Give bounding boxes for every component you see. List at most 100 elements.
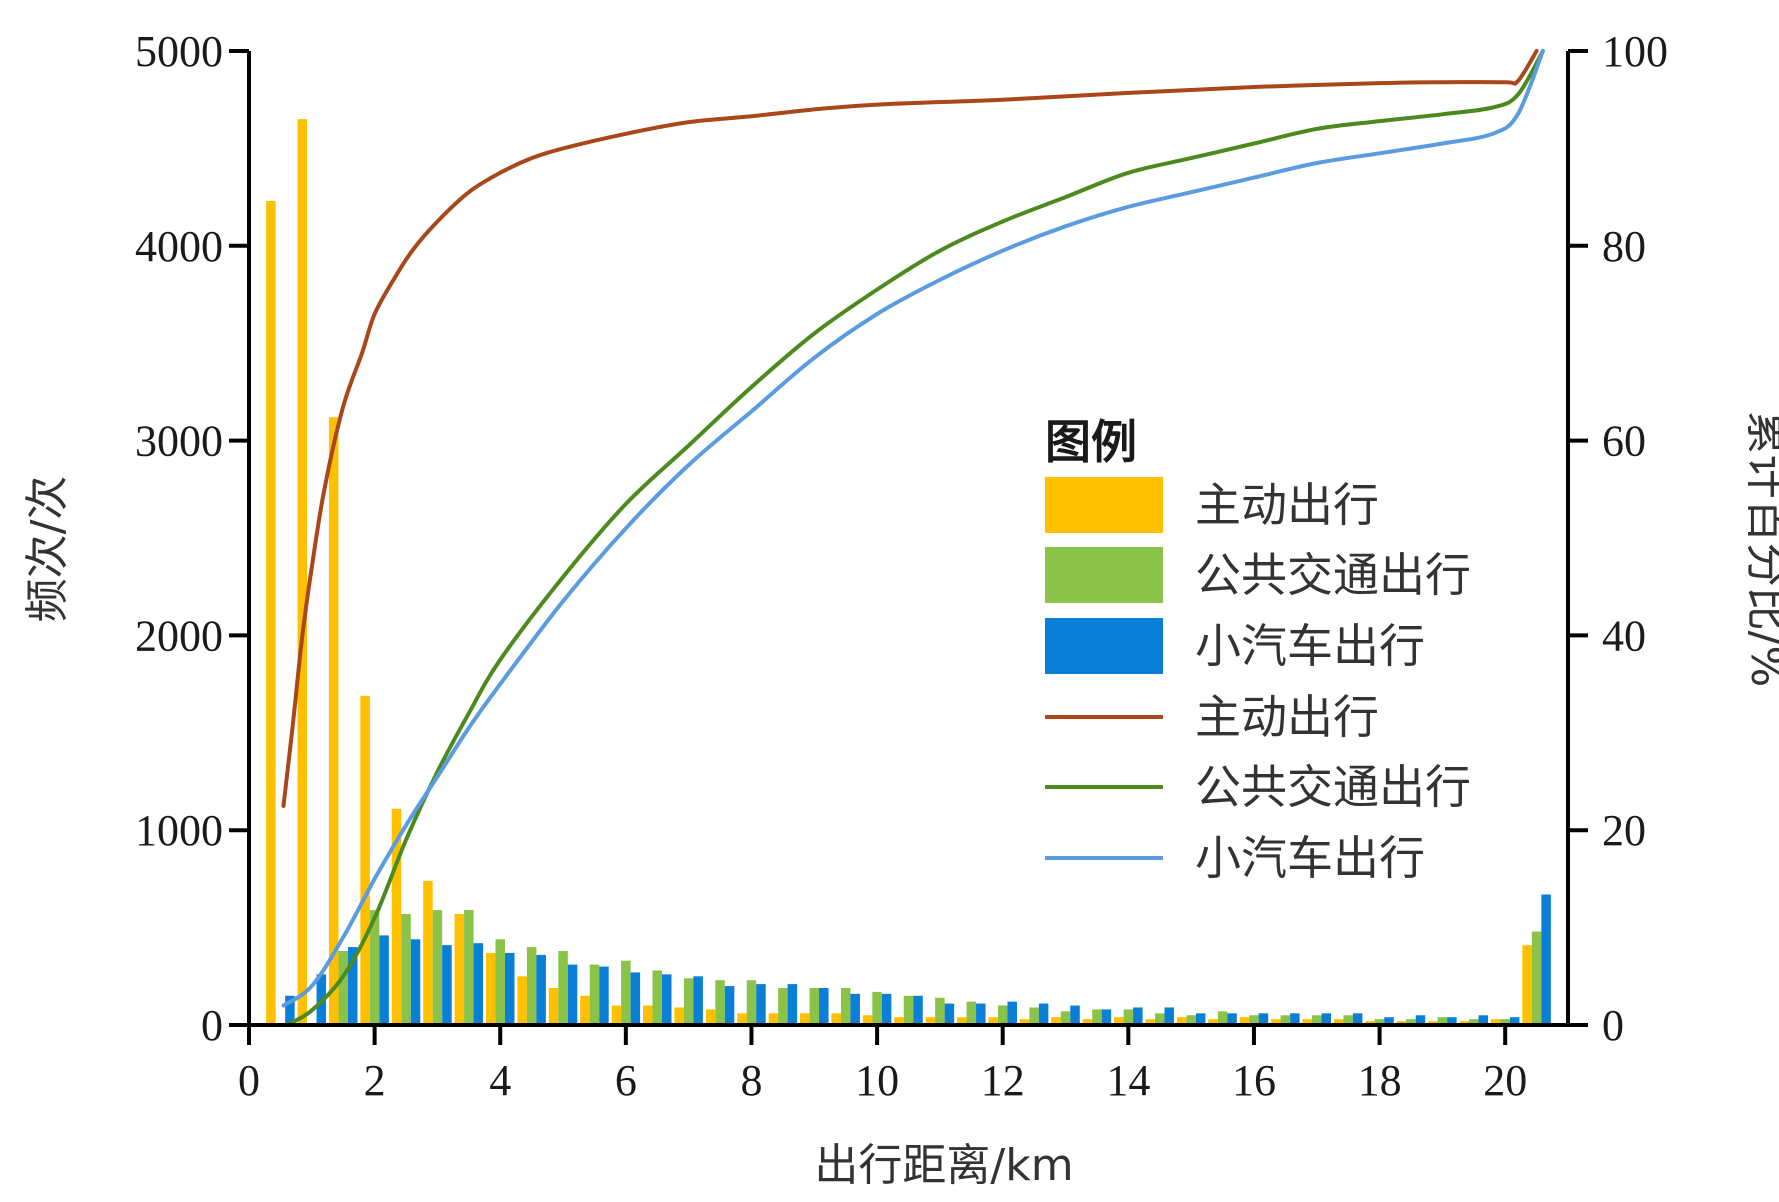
bar-3-22	[944, 1003, 955, 1025]
bar-3-31	[1227, 1013, 1237, 1025]
bar-2-7	[464, 910, 474, 1025]
x-tick-label-6: 10	[855, 1056, 899, 1105]
bar-1-12	[611, 1005, 622, 1025]
bar-3-4	[379, 935, 389, 1025]
y-right-tick-label-5: 80	[1602, 222, 1646, 271]
bar-2-3	[338, 950, 348, 1025]
bar-1-16	[737, 1013, 747, 1025]
legend-bar-label-1: 主动出行	[1195, 478, 1379, 532]
bar-2-17	[778, 987, 788, 1025]
x-tick-label-10: 18	[1358, 1056, 1402, 1105]
y-left-tick-label-2: 1000	[135, 806, 223, 855]
bar-1-7	[454, 913, 465, 1025]
y-right-tick-label-3: 40	[1602, 611, 1646, 660]
y-right-tick-label-1: 0	[1602, 1001, 1624, 1050]
bar-1-19	[831, 1013, 841, 1025]
bar-2-35	[1343, 1015, 1353, 1025]
bar-1-35	[1333, 1019, 1344, 1025]
x-tick-label-5: 8	[740, 1056, 762, 1105]
bar-2-19	[840, 987, 851, 1025]
bar-1-6	[423, 880, 433, 1025]
bar-1-2	[297, 119, 308, 1026]
bar-3-1	[285, 995, 295, 1025]
legend-bar-label-2: 公共交通出行	[1195, 548, 1471, 602]
bar-3-39	[1478, 1015, 1489, 1025]
bar-2-41	[1531, 931, 1542, 1025]
bar-3-21	[913, 995, 923, 1025]
bar-3-8	[504, 952, 515, 1025]
bar-1-26	[1051, 1017, 1061, 1025]
legend-bar-swatch-2	[1045, 547, 1163, 603]
bar-2-39	[1469, 1019, 1479, 1025]
bar-2-8	[495, 939, 505, 1025]
bar-2-37	[1406, 1019, 1416, 1025]
bar-3-24	[1007, 1001, 1017, 1025]
bar-2-6	[432, 910, 443, 1025]
bar-1-8	[485, 952, 496, 1025]
bar-1-17	[768, 1013, 779, 1025]
line-layer	[281, 49, 1545, 1027]
bar-2-29	[1154, 1013, 1165, 1025]
legend-line-label-2: 公共交通出行	[1195, 760, 1471, 814]
x-tick-label-2: 2	[364, 1056, 386, 1105]
bar-1-10	[548, 987, 559, 1025]
bar-3-7	[473, 943, 484, 1025]
bar-1-25	[1019, 1019, 1030, 1025]
bar-2-18	[809, 987, 820, 1025]
bar-3-33	[1290, 1013, 1300, 1025]
bar-1-9	[517, 976, 527, 1025]
bar-2-28	[1123, 1009, 1134, 1025]
y-right-tick-label-6: 100	[1602, 27, 1668, 76]
bar-1-41	[1522, 945, 1532, 1025]
bar-2-20	[872, 991, 882, 1025]
bar-1-1	[266, 200, 276, 1026]
bar-1-20	[862, 1015, 873, 1025]
y-right-tick-label-4: 60	[1602, 417, 1646, 466]
bar-2-9	[526, 947, 537, 1025]
bar-3-26	[1070, 1005, 1080, 1025]
bar-3-29	[1164, 1007, 1174, 1025]
bar-3-30	[1195, 1013, 1206, 1025]
bar-1-33	[1271, 1019, 1281, 1025]
bar-1-31	[1208, 1019, 1218, 1025]
y-left-tick-label-5: 4000	[135, 222, 223, 271]
bar-1-11	[580, 995, 590, 1025]
bar-2-14	[683, 978, 694, 1025]
bar-2-5	[401, 913, 411, 1025]
bar-2-40	[1500, 1019, 1510, 1025]
x-tick-label-3: 4	[489, 1056, 511, 1105]
x-tick-label-11: 20	[1483, 1056, 1527, 1105]
y-left-tick-label-3: 2000	[135, 611, 223, 660]
bar-2-38	[1437, 1017, 1448, 1025]
bar-3-20	[881, 993, 892, 1025]
x-axis-title: 出行距离/km	[814, 1140, 1073, 1191]
bar-3-35	[1352, 1013, 1363, 1025]
bar-1-30	[1176, 1017, 1187, 1025]
bar-1-14	[674, 1007, 684, 1025]
bar-1-5	[391, 808, 402, 1025]
legend-line-label-3: 小汽车出行	[1195, 831, 1425, 885]
bar-2-24	[997, 1005, 1008, 1025]
legend-title: 图例	[1045, 415, 1137, 469]
bar-1-32	[1239, 1017, 1250, 1025]
bar-1-15	[705, 1009, 716, 1025]
y-right-tick-label-2: 20	[1602, 806, 1646, 855]
bar-1-18	[800, 1013, 810, 1025]
bar-1-24	[988, 1017, 998, 1025]
bar-1-23	[957, 1017, 967, 1025]
bar-2-34	[1312, 1015, 1322, 1025]
x-tick-label-7: 12	[981, 1056, 1025, 1105]
bar-1-22	[925, 1017, 936, 1025]
bar-2-21	[903, 995, 914, 1025]
bar-3-34	[1321, 1013, 1332, 1025]
bar-3-32	[1258, 1013, 1269, 1025]
bar-3-25	[1038, 1003, 1049, 1025]
bar-2-16	[746, 980, 757, 1025]
bar-3-41	[1541, 894, 1551, 1025]
cumulative-line-2	[284, 49, 1545, 1027]
bar-2-33	[1280, 1015, 1291, 1025]
cumulative-line-1	[281, 49, 1539, 808]
x-tick-label-1: 0	[238, 1056, 260, 1105]
bar-3-13	[662, 974, 672, 1025]
